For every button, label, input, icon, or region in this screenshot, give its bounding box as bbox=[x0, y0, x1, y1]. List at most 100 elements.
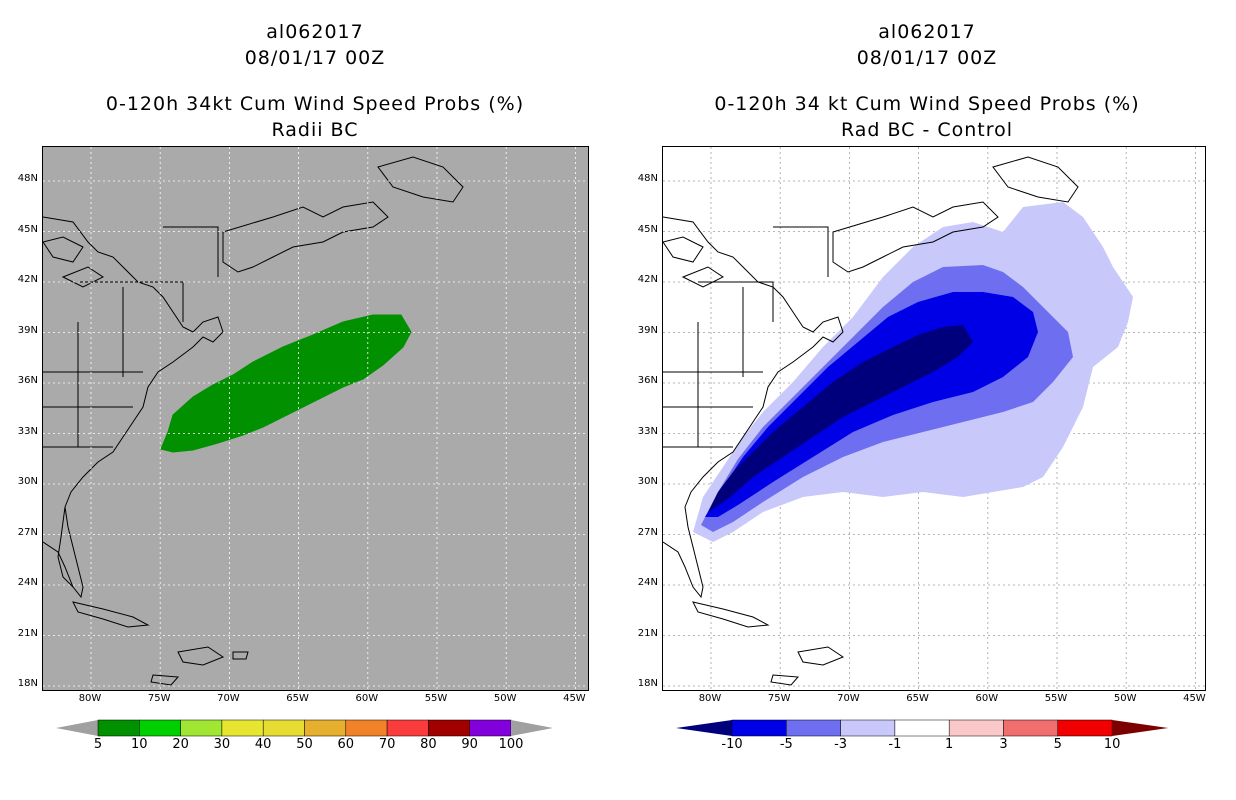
right-lon-label: 60W bbox=[975, 693, 999, 704]
right-datetime: 08/01/17 00Z bbox=[856, 47, 998, 69]
right-lat-label: 21N bbox=[637, 627, 658, 639]
right-lat-label: 30N bbox=[637, 476, 658, 487]
left-lat-label: 36N bbox=[17, 375, 38, 386]
right-lon-label: 65W bbox=[906, 693, 929, 704]
left-colorbar-cell bbox=[345, 719, 388, 737]
right-colorbar-cell bbox=[894, 719, 950, 737]
right-colorbar bbox=[676, 719, 1169, 737]
left-colorbar-label: 20 bbox=[172, 737, 189, 752]
right-lat-label: 18N bbox=[637, 678, 658, 689]
right-lat-label: 48N bbox=[637, 173, 658, 184]
right-lat-label: 33N bbox=[637, 425, 658, 437]
left-lat-label: 27N bbox=[17, 526, 38, 538]
right-storm-id: al062017 bbox=[878, 21, 976, 43]
left-title: 0-120h 34kt Cum Wind Speed Probs (%) bbox=[105, 93, 525, 115]
left-colorbar-cell bbox=[469, 719, 512, 737]
left-lat-label: 30N bbox=[17, 476, 38, 487]
caribbean-outline-r bbox=[692, 601, 845, 686]
left-lat-label: 18N bbox=[17, 678, 38, 689]
left-coastlines bbox=[43, 156, 464, 686]
left-colorbar-cell bbox=[139, 719, 181, 737]
left-colorbar-label: 80 bbox=[420, 737, 437, 752]
left-lat-label: 45N bbox=[17, 223, 38, 235]
left-storm-id: al062017 bbox=[266, 21, 364, 43]
great-lakes-outline bbox=[43, 236, 104, 288]
left-colorbar-label: 10 bbox=[131, 737, 148, 752]
right-colorbar-label: -1 bbox=[888, 737, 902, 752]
east-coast-outline-r bbox=[663, 216, 844, 599]
left-colorbar-cell bbox=[262, 719, 305, 737]
left-colorbar-end-triangle bbox=[511, 720, 553, 736]
right-lat-label: 39N bbox=[637, 324, 658, 336]
right-colorbar-label: 1 bbox=[945, 737, 954, 752]
right-colorbar-label: 3 bbox=[999, 737, 1008, 752]
left-colorbar bbox=[56, 719, 553, 737]
left-lon-label: 60W bbox=[355, 693, 379, 704]
caribbean-outline bbox=[72, 601, 249, 686]
great-lakes-outline-r bbox=[663, 236, 724, 288]
left-map-panel bbox=[42, 146, 589, 691]
right-lon-label: 55W bbox=[1044, 693, 1068, 704]
left-colorbar-label: 30 bbox=[213, 737, 231, 752]
right-lon-label: 75W bbox=[767, 693, 791, 704]
left-colorbar-label: 100 bbox=[498, 737, 524, 752]
left-gridlines bbox=[43, 147, 588, 690]
right-colorbar-cell bbox=[786, 719, 841, 737]
left-lon-label: 70W bbox=[217, 693, 240, 704]
east-coast-outline bbox=[43, 216, 224, 599]
left-lon-label: 55W bbox=[424, 693, 448, 704]
left-lat-label: 39N bbox=[17, 324, 38, 336]
right-lat-label: 27N bbox=[637, 526, 658, 538]
left-colorbar-cell bbox=[386, 719, 429, 737]
right-lon-label: 50W bbox=[1113, 693, 1137, 704]
left-lon-label: 65W bbox=[286, 693, 309, 704]
right-lon-label: 45W bbox=[1183, 693, 1206, 704]
right-lat-label: 24N bbox=[637, 577, 658, 588]
left-colorbar-label: 60 bbox=[337, 737, 355, 752]
right-colorbar-label: 10 bbox=[1103, 737, 1121, 752]
right-colorbar-cell bbox=[1057, 719, 1113, 737]
left-lat-label: 21N bbox=[17, 627, 38, 639]
right-colorbar-label: -10 bbox=[721, 737, 743, 752]
diff-minus10-region bbox=[708, 325, 973, 512]
left-lon-label: 80W bbox=[78, 693, 102, 704]
left-map-svg bbox=[43, 147, 588, 690]
left-lat-label: 24N bbox=[17, 577, 38, 588]
right-colorbar-end-triangle bbox=[1112, 720, 1169, 736]
right-lon-label: 70W bbox=[837, 693, 860, 704]
right-colorbar-label: -5 bbox=[779, 737, 793, 752]
left-colorbar-cell bbox=[180, 719, 223, 737]
left-colorbar-label: 5 bbox=[93, 737, 103, 752]
right-map-svg bbox=[663, 147, 1205, 690]
canada-maritimes-outline-r bbox=[832, 156, 1079, 273]
left-lon-label: 50W bbox=[493, 693, 517, 704]
wind-prob-5-10-region bbox=[160, 314, 412, 453]
right-lat-label: 45N bbox=[637, 223, 658, 235]
right-colorbar-label: -3 bbox=[834, 737, 848, 752]
right-subtitle: Rad BC - Control bbox=[840, 119, 1014, 141]
left-lon-label: 75W bbox=[147, 693, 171, 704]
left-lon-label: 45W bbox=[563, 693, 586, 704]
left-datetime: 08/01/17 00Z bbox=[244, 47, 386, 69]
left-lat-label: 48N bbox=[17, 173, 38, 184]
canada-maritimes-outline bbox=[222, 156, 464, 273]
right-lon-label: 80W bbox=[698, 693, 722, 704]
left-lat-label: 42N bbox=[17, 274, 38, 285]
right-colorbar-cell bbox=[948, 719, 1004, 737]
left-colorbar-cell bbox=[428, 719, 470, 737]
left-colorbar-label: 90 bbox=[461, 737, 478, 752]
left-colorbar-label: 50 bbox=[296, 737, 313, 752]
right-colorbar-cell bbox=[731, 719, 787, 737]
right-lat-label: 42N bbox=[637, 274, 658, 285]
left-colorbar-label: 40 bbox=[254, 737, 272, 752]
left-lat-label: 33N bbox=[17, 425, 38, 437]
right-map-panel bbox=[662, 146, 1206, 691]
right-coastlines bbox=[663, 156, 1079, 686]
right-colorbar-label: 5 bbox=[1053, 737, 1062, 752]
left-colorbar-cell bbox=[221, 719, 264, 737]
right-colorbar-start-triangle bbox=[676, 720, 732, 736]
right-colorbar-cell bbox=[1003, 719, 1059, 737]
left-colorbar-cell bbox=[97, 719, 140, 737]
left-subtitle: Radii BC bbox=[271, 119, 359, 141]
left-colorbar-label: 70 bbox=[378, 737, 396, 752]
